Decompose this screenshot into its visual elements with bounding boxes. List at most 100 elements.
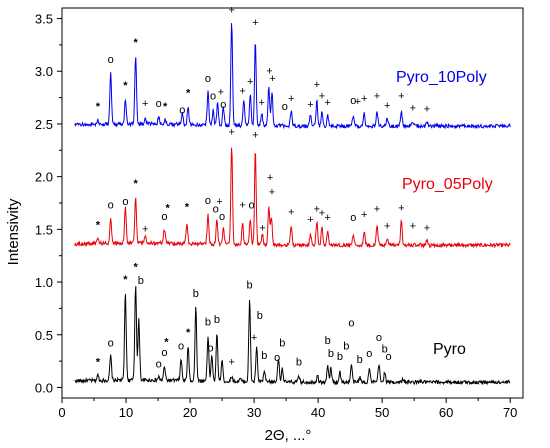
peak-marker-star: * [123,80,128,92]
peak-marker-circle: o [220,99,226,111]
peak-marker-plus: + [355,96,361,108]
peak-marker-plus: + [288,207,294,219]
peak-marker-b: b [261,350,267,362]
series-line-pyro-05poly [74,147,511,249]
peak-marker-plus: + [410,102,416,114]
peak-marker-star: * [133,261,138,273]
y-tick-label: 0.5 [35,328,53,343]
peak-marker-plus: + [424,103,430,115]
peak-marker-b: b [138,275,144,287]
peak-marker-plus: + [267,172,273,184]
peak-marker-b: b [343,341,349,353]
x-axis-title: 2Θ, ...° [265,427,312,444]
plot-border [61,7,524,399]
x-tick-label: 20 [183,405,197,420]
peak-marker-star: * [133,178,138,190]
peak-marker-plus: + [424,222,430,234]
peak-marker-plus: + [252,17,258,29]
peak-marker-star: * [166,202,171,214]
peak-marker-circle: o [282,101,288,113]
peak-marker-circle: o [179,104,185,116]
peak-marker-plus: + [307,214,313,226]
peak-marker-circle: o [205,195,211,207]
peak-marker-circle: o [274,352,280,364]
peak-marker-plus: + [228,127,234,139]
y-tick-label: 3.0 [35,64,53,79]
peak-marker-circle: o [178,341,184,353]
series-line-pyro-10poly [74,23,511,130]
peak-marker-circle: o [350,212,356,224]
labels-layer: Pyro Pyro_05Poly Pyro_10Poly [396,69,493,358]
peak-marker-plus: + [398,91,404,103]
peak-marker-plus: + [319,91,325,103]
peak-marker-circle: o [108,54,114,66]
peak-marker-star: * [96,101,101,113]
peak-marker-circle: o [122,196,128,208]
peak-marker-circle: o [350,95,356,107]
series-label-pyro-05poly: Pyro_05Poly [402,176,493,193]
peak-marker-b: b [337,351,343,363]
peak-marker-plus: + [384,220,390,232]
series-layer [74,23,511,386]
peak-marker-circle: o [108,199,114,211]
peak-marker-circle: o [161,211,167,223]
peak-marker-plus: + [410,220,416,232]
peak-marker-star: * [133,37,138,49]
peak-marker-star: * [164,336,169,348]
peak-marker-circle: o [207,343,213,355]
peak-marker-plus: + [218,86,224,98]
y-axis: 0.0 0.5 1.0 1.5 2.0 2.5 3.0 3.5 [35,12,62,395]
y-tick-label: 3.5 [35,12,53,27]
x-tick-label: 60 [439,405,453,420]
peak-marker-plus: + [142,98,148,110]
y-axis-title: Intensivity [5,198,22,265]
peak-marker-b: b [247,279,253,291]
peak-marker-b: b [193,288,199,300]
peak-marker-plus: + [142,224,148,236]
y-tick-label: 2.0 [35,170,53,185]
peak-marker-b: b [382,344,388,356]
peak-marker-plus: + [314,79,320,91]
peak-marker-circle: o [210,91,216,103]
peak-marker-plus: + [266,65,272,77]
peak-marker-plus: + [247,76,253,88]
peak-marker-b: b [328,348,334,360]
peak-marker-circle: o [156,98,162,110]
peak-marker-circle: o [219,211,225,223]
x-axis: 0 10 20 30 40 50 60 70 [58,398,517,420]
peak-marker-b: b [279,337,285,349]
peak-marker-plus: + [288,93,294,105]
series-label-pyro: Pyro [433,341,466,358]
peak-marker-plus: + [228,356,234,368]
peak-marker-star: * [163,101,168,113]
y-tick-label: 0.0 [35,380,53,395]
peak-marker-circle: o [248,199,254,211]
peak-marker-b: b [357,354,363,366]
peak-marker-plus: + [324,97,330,109]
peak-marker-plus: + [216,196,222,208]
peak-marker-circle: o [366,348,372,360]
peak-marker-plus: + [251,332,257,344]
peak-marker-b: b [257,310,263,322]
plot-frame [61,7,524,399]
peak-marker-star: * [96,219,101,231]
x-tick-label: 30 [247,405,261,420]
x-tick-label: 10 [119,405,133,420]
peak-marker-plus: + [361,209,367,221]
peak-marker-star: * [186,327,191,339]
peak-marker-plus: + [374,203,380,215]
peak-marker-plus: + [374,91,380,103]
series-line-pyro [74,286,511,386]
y-tick-label: 1.0 [35,275,53,290]
x-tick-label: 40 [311,405,325,420]
y-tick-label: 1.5 [35,222,53,237]
peak-marker-plus: + [259,222,265,234]
peak-marker-star: * [186,88,191,100]
peak-marker-plus: + [384,100,390,112]
peak-marker-b: b [214,314,220,326]
peak-marker-plus: + [228,4,234,16]
peak-marker-circle: o [108,337,114,349]
x-tick-label: 70 [503,405,517,420]
peak-marker-plus: + [398,202,404,214]
